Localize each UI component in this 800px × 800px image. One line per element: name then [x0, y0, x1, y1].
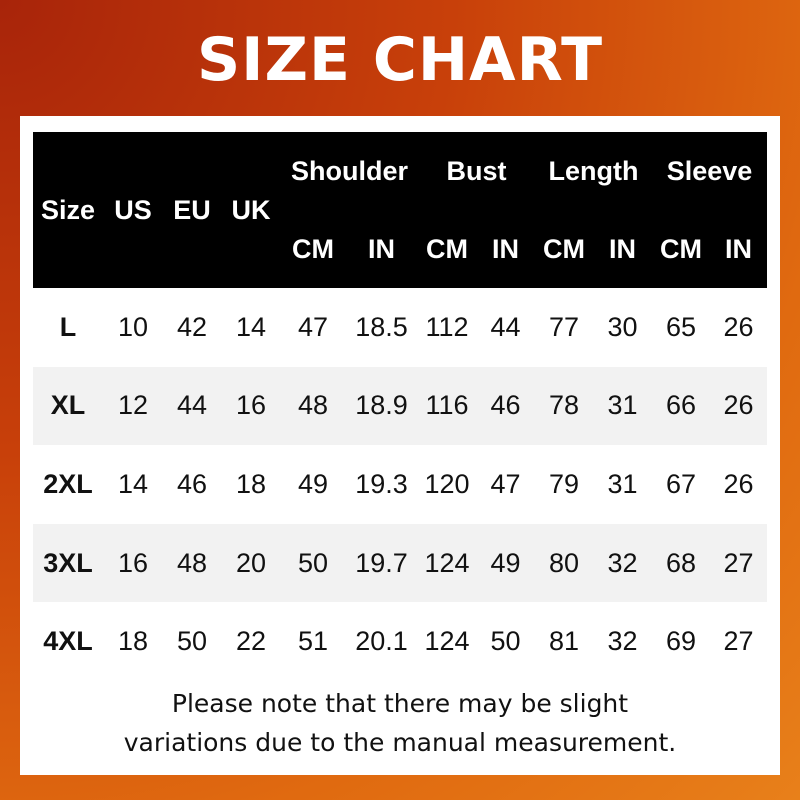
- table-cell: 49: [476, 523, 535, 603]
- table-cell: 65: [665, 311, 697, 342]
- table-cell: 16: [103, 523, 163, 603]
- table-cell: 42: [176, 311, 208, 342]
- table-cell: 18: [235, 468, 267, 499]
- header-us: US: [103, 132, 163, 288]
- table-cell: 46: [476, 366, 535, 446]
- header-unit: IN: [476, 210, 535, 288]
- table-cell: 80: [535, 523, 593, 603]
- table-cell: 12: [103, 366, 163, 446]
- table-cell: 19.7: [345, 523, 418, 603]
- table-cell: 20: [221, 523, 281, 603]
- table-cell: 120: [424, 468, 470, 499]
- header-bust: Bust: [418, 132, 535, 210]
- table-cell: 124: [418, 523, 476, 603]
- table-cell: 47: [297, 311, 329, 342]
- table-cell: 32: [607, 626, 638, 657]
- table-cell: 10: [117, 311, 149, 342]
- table-cell: 48: [281, 366, 345, 446]
- header-length: Length: [535, 132, 652, 210]
- table-cell: 47: [490, 468, 521, 499]
- table-cell: 112: [425, 311, 469, 342]
- header-unit: CM: [652, 210, 710, 288]
- table-cell: 46: [176, 468, 208, 499]
- table-cell: 67: [665, 468, 697, 499]
- header-unit: CM: [418, 210, 476, 288]
- table-cell: 20.1: [355, 626, 408, 657]
- table-cell: 79: [548, 468, 580, 499]
- table-cell: 31: [593, 366, 652, 446]
- size-cell: 3XL: [33, 523, 103, 603]
- table-cell: 30: [607, 311, 638, 342]
- header-unit: CM: [281, 210, 345, 288]
- size-chart-card: Size US EU UK Shoulder Bust Length Sleev…: [20, 116, 780, 775]
- table-cell: 124: [424, 626, 470, 657]
- header-unit: IN: [593, 210, 652, 288]
- table-cell: 44: [490, 311, 521, 342]
- page-title: SIZE CHART: [196, 25, 604, 95]
- table-cell: 26: [723, 311, 754, 342]
- table-cell: 50: [490, 626, 521, 657]
- size-cell: 2XL: [43, 468, 93, 499]
- size-cell: 4XL: [43, 626, 93, 657]
- table-cell: 26: [723, 468, 754, 499]
- table-cell: 22: [235, 626, 267, 657]
- table-cell: 18: [117, 626, 149, 657]
- table-cell: 44: [163, 366, 221, 446]
- table-cell: 27: [723, 626, 754, 657]
- table-cell: 50: [176, 626, 208, 657]
- table-cell: 27: [710, 523, 767, 603]
- table-cell: 51: [297, 626, 329, 657]
- table-cell: 68: [652, 523, 710, 603]
- table-cell: 14: [235, 311, 267, 342]
- table-cell: 66: [652, 366, 710, 446]
- table-cell: 49: [297, 468, 329, 499]
- table-cell: 50: [281, 523, 345, 603]
- table-cell: 48: [163, 523, 221, 603]
- table-cell: 78: [535, 366, 593, 446]
- note-line: variations due to the manual measurement…: [123, 728, 677, 757]
- table-cell: 116: [418, 366, 476, 446]
- table-cell: 69: [665, 626, 697, 657]
- note-line: Please note that there may be slight: [171, 689, 629, 718]
- size-cell: XL: [33, 366, 103, 446]
- header-uk: UK: [221, 132, 281, 288]
- header-eu: EU: [163, 132, 221, 288]
- table-cell: 19.3: [355, 468, 408, 499]
- table-cell: 18.5: [355, 311, 408, 342]
- table-cell: 77: [548, 311, 580, 342]
- header-unit: CM: [535, 210, 593, 288]
- table-cell: 31: [607, 468, 638, 499]
- header-unit: IN: [345, 210, 418, 288]
- measurement-note: Please note that there may be slight var…: [20, 684, 780, 762]
- table-cell: 81: [548, 626, 580, 657]
- header-sleeve: Sleeve: [652, 132, 767, 210]
- table-cell: 18.9: [345, 366, 418, 446]
- header-unit: IN: [710, 210, 767, 288]
- header-shoulder: Shoulder: [281, 132, 418, 210]
- header-size: Size: [33, 132, 103, 288]
- size-cell: L: [59, 311, 77, 342]
- table-cell: 14: [117, 468, 149, 499]
- table-cell: 26: [710, 366, 767, 446]
- table-cell: 32: [593, 523, 652, 603]
- size-table: Size US EU UK Shoulder Bust Length Sleev…: [33, 132, 767, 681]
- table-cell: 16: [221, 366, 281, 446]
